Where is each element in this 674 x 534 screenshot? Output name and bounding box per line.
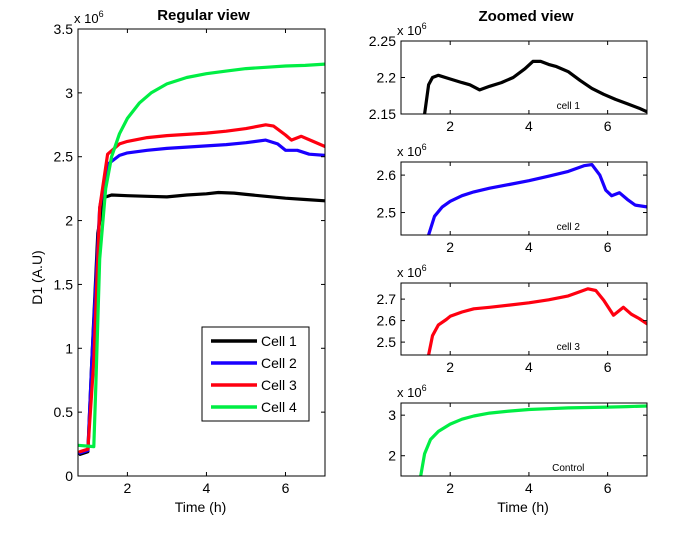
x-tick-label: 6: [282, 480, 290, 496]
x-axis-label: Time (h): [497, 499, 549, 515]
series-line-cell-3: [78, 123, 325, 454]
y-tick-label: 2.7: [377, 291, 397, 307]
exponent-superscript: 6: [99, 9, 104, 19]
x-tick-label: 6: [604, 480, 612, 496]
axes-zoom1: 2 4 6 2.15 2.2 2.25x 106 Zoomed view cell 1: [369, 8, 648, 134]
x-axis-label: Time (h): [175, 499, 227, 515]
legend-item: Cell 3: [211, 377, 297, 393]
y-tick-label: 2.5: [54, 149, 74, 165]
x-tick-label: 6: [604, 118, 612, 134]
x-tick-label: 2: [446, 480, 454, 496]
exponent-label: x 106: [397, 21, 427, 38]
axes-zoom4: 2 4 6 2 3x 106 Time (h) Control: [388, 383, 648, 515]
chart-title: Zoomed view: [478, 8, 573, 25]
legend-label: Cell 2: [261, 355, 297, 371]
x-tick-label: 2: [446, 359, 454, 375]
subplot-annotation: cell 2: [557, 222, 581, 233]
x-tick-label: 2: [446, 118, 454, 134]
legend-item: Cell 2: [211, 355, 297, 371]
x-tick-label: 4: [525, 359, 533, 375]
y-tick-label: 1.5: [54, 276, 74, 292]
exponent-label: x 106: [397, 142, 427, 159]
series-line-cell-4: [78, 62, 325, 449]
y-tick-label: 2: [65, 213, 73, 229]
y-tick-label: 0.5: [54, 404, 74, 420]
y-tick-label: 2.6: [377, 313, 397, 329]
axes-zoom2: 2 4 6 2.5 2.6x 106 cell 2: [377, 142, 648, 255]
chart-title: Regular view: [157, 7, 250, 24]
plot-frame: [400, 282, 648, 356]
x-tick-label: 2: [124, 480, 132, 496]
y-tick-label: 2: [388, 448, 396, 464]
legend-label: Cell 4: [261, 399, 297, 415]
exponent-superscript: 6: [422, 142, 427, 152]
y-tick-label: 2.5: [377, 205, 397, 221]
y-tick-label: 3.5: [54, 21, 74, 37]
y-tick-label: 2.25: [369, 33, 396, 49]
exponent-superscript: 6: [422, 263, 427, 273]
series-line-cell-1: [423, 59, 647, 114]
legend-label: Cell 1: [261, 333, 297, 349]
y-tick-label: 3: [65, 85, 73, 101]
legend: Cell 1 Cell 2 Cell 3 Cell 4: [201, 326, 310, 422]
plot-frame: [77, 28, 326, 477]
exponent-label: x 106: [397, 383, 427, 400]
legend-label: Cell 3: [261, 377, 297, 393]
subplot-annotation: cell 1: [557, 101, 581, 112]
y-tick-label: 1: [65, 340, 73, 356]
x-tick-label: 4: [525, 118, 533, 134]
plot-frame: [400, 402, 648, 477]
exponent-label: x 106: [74, 9, 104, 26]
axes-zoom3: 2 4 6 2.5 2.6 2.7x 106 cell 3: [377, 263, 648, 375]
x-tick-label: 4: [525, 480, 533, 496]
y-tick-label: 2.5: [377, 334, 397, 350]
subplot-annotation: Control: [552, 463, 584, 474]
axes-regular: 2 4 6 0 0.5 1 1.5 2 2.5 3 3.5x 106 Regular view Time…: [29, 7, 326, 515]
x-tick-label: 6: [604, 359, 612, 375]
x-tick-label: 2: [446, 239, 454, 255]
y-tick-label: 2.15: [369, 106, 396, 122]
plot-frame: [400, 40, 648, 115]
y-tick-label: 2.6: [377, 167, 397, 183]
x-tick-label: 4: [525, 239, 533, 255]
legend-item: Cell 4: [211, 399, 297, 415]
series-line-cell-3: [427, 287, 647, 355]
subplot-annotation: cell 3: [557, 342, 581, 353]
exponent-superscript: 6: [422, 21, 427, 31]
x-tick-label: 4: [203, 480, 211, 496]
series-line-control: [419, 404, 647, 476]
y-tick-label: 3: [388, 407, 396, 423]
legend-item: Cell 1: [211, 333, 297, 349]
x-tick-label: 6: [604, 239, 612, 255]
y-tick-label: 2.2: [377, 70, 397, 86]
exponent-superscript: 6: [422, 383, 427, 393]
y-tick-label: 0: [65, 468, 73, 484]
series-line-cell-2: [427, 163, 647, 235]
y-axis-label: D1 (A.U): [29, 250, 45, 304]
plot-frame: [400, 161, 648, 236]
exponent-label: x 106: [397, 263, 427, 280]
